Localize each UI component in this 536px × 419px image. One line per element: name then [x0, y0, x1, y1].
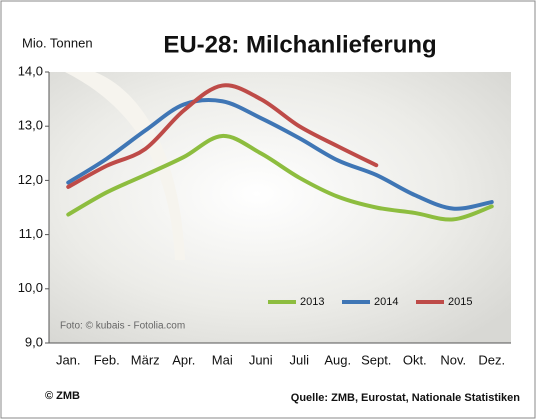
- x-tick-label: Okt.: [403, 352, 427, 367]
- series-line: [66, 133, 494, 222]
- x-tick-label: Juni: [249, 352, 273, 367]
- y-axis-label: Mio. Tonnen: [22, 35, 93, 50]
- x-tick-label: Juli: [289, 352, 309, 367]
- x-tick-label: Feb.: [94, 352, 120, 367]
- x-tick-label: Mai: [212, 352, 233, 367]
- legend-label: 2013: [300, 296, 324, 308]
- x-tick-label: Jan.: [56, 352, 81, 367]
- x-tick-label: Apr.: [172, 352, 195, 367]
- series-line: [66, 83, 379, 189]
- y-tick-label: 12,0: [18, 172, 43, 187]
- y-tick-label: 13,0: [18, 118, 43, 133]
- x-tick-label: Dez.: [478, 352, 505, 367]
- x-tick-label: Aug.: [324, 352, 351, 367]
- chart-title: EU-28: Milchanlieferung: [163, 31, 436, 58]
- x-tick-label: März: [131, 352, 160, 367]
- photo-credit: Foto: © kubais - Fotolia.com: [60, 321, 185, 332]
- x-tick-label: Nov.: [440, 352, 466, 367]
- y-tick-label: 11,0: [19, 226, 43, 241]
- y-tick-label: 14,0: [18, 63, 43, 78]
- y-tick-label: 9,0: [25, 334, 43, 349]
- legend-label: 2015: [448, 296, 472, 308]
- copyright: © ZMB: [45, 390, 80, 402]
- y-tick-label: 10,0: [18, 280, 43, 295]
- source: Quelle: ZMB, Eurostat, Nationale Statist…: [291, 392, 520, 404]
- series-line: [66, 98, 494, 211]
- x-tick-label: Sept.: [361, 352, 391, 367]
- legend-label: 2014: [374, 296, 398, 308]
